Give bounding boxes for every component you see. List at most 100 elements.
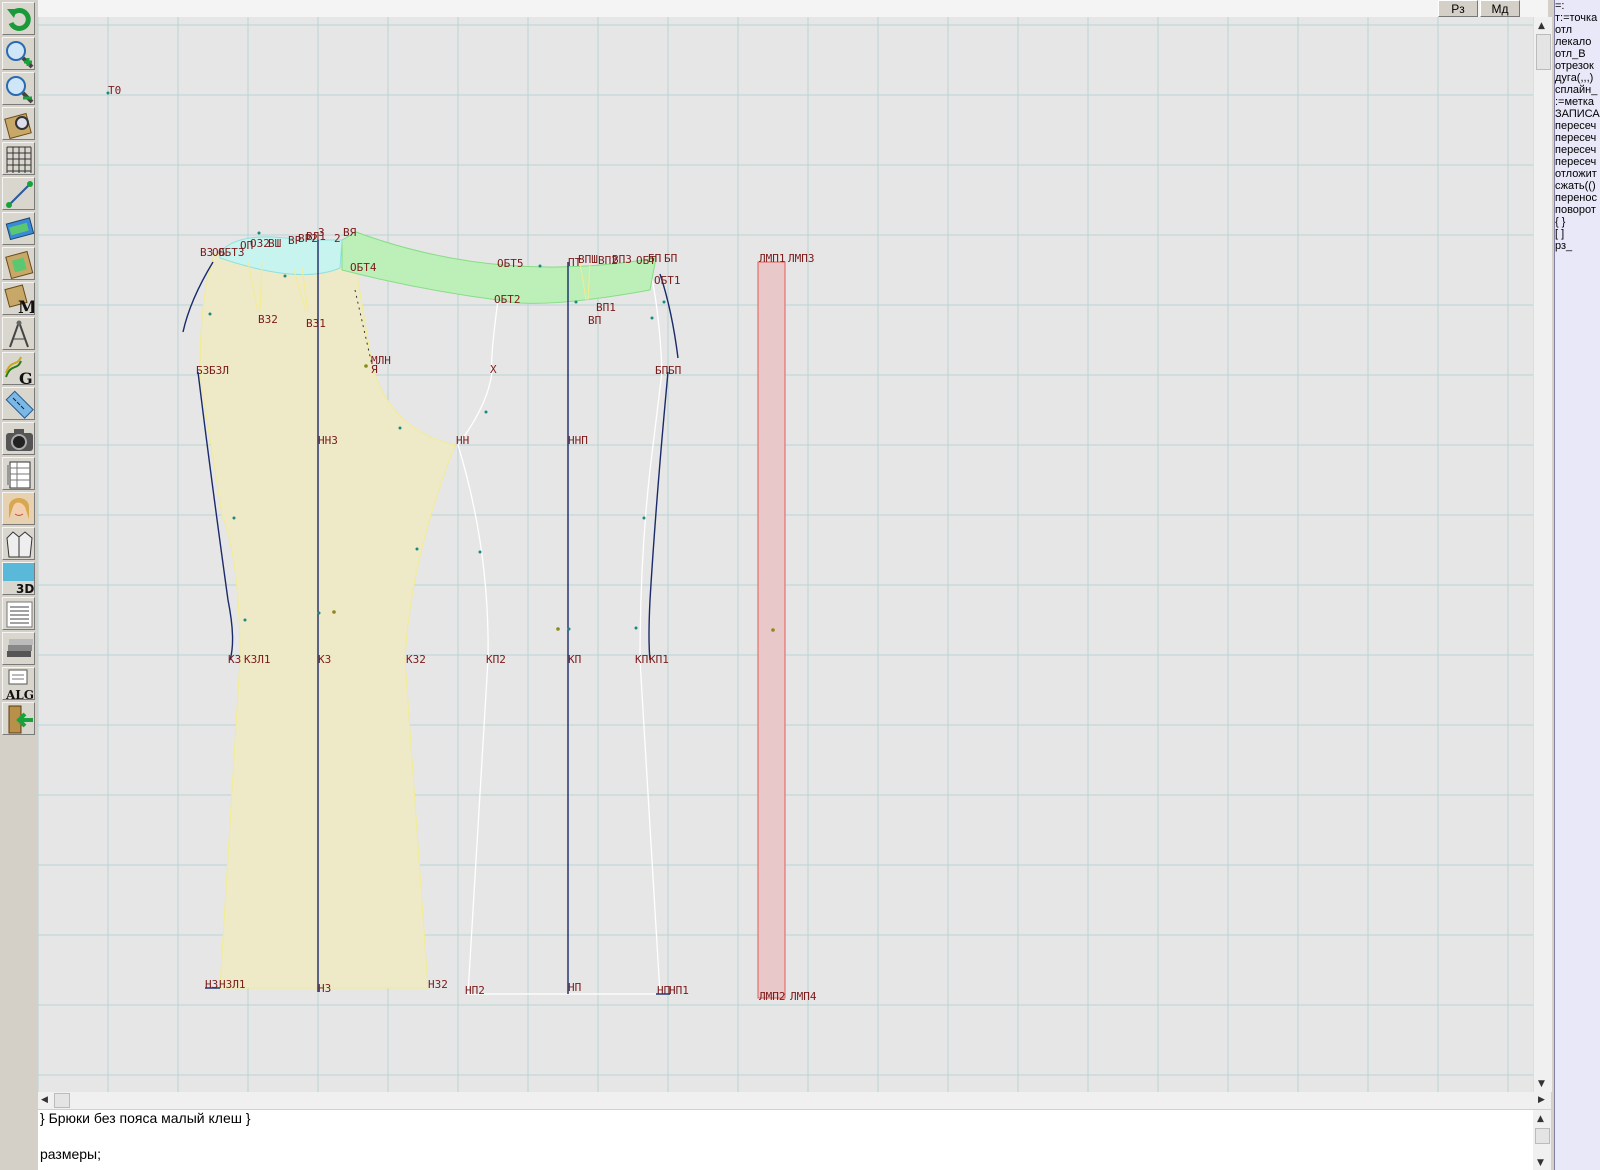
point-markers [106, 91, 666, 631]
command-item[interactable]: пересеч [1555, 156, 1597, 168]
point-label: БП [655, 364, 668, 377]
algorithm-alg-label: ALG [5, 688, 34, 700]
refresh-icon[interactable] [2, 2, 35, 35]
graduation-g-label: G [19, 369, 33, 385]
sizes-button[interactable]: Рз [1438, 0, 1478, 17]
3d-icon[interactable]: 3D [2, 562, 35, 595]
point-label: КП [568, 653, 581, 666]
point-label: НП [568, 981, 581, 994]
zoom-fit-icon[interactable] [2, 107, 35, 140]
horizontal-scroll-thumb[interactable] [54, 1093, 70, 1108]
point-label: ВП [588, 314, 601, 327]
exit-icon[interactable] [2, 702, 35, 735]
point-label: КП1 [649, 653, 669, 666]
point-label: НЗЛ1 [219, 978, 246, 991]
camera-icon[interactable] [2, 422, 35, 455]
text-area-scrollbar[interactable]: ▲ ▼ [1533, 1110, 1551, 1170]
command-item[interactable]: пересеч [1555, 120, 1597, 132]
point-label: БЗЛ [209, 364, 229, 377]
dart-lines [247, 261, 591, 313]
construction-lines [182, 240, 679, 995]
jacket-icon[interactable] [2, 527, 35, 560]
scroll-down-arrow-icon[interactable]: ▼ [1538, 1079, 1545, 1089]
toolbar: M G 3D ALG [0, 0, 38, 760]
drawing-canvas[interactable]: Т0 ВЗ2 ВЗ1 ОБТ4 ОБТ5 ОБТ2 ОБТ1 ВП1 ВП МЛН Я X БЗ БЗЛ Б… [38, 17, 1533, 1092]
layers-icon[interactable] [2, 632, 35, 665]
command-item[interactable]: лекало [1555, 36, 1592, 48]
command-item[interactable]: сжать(() [1555, 180, 1596, 192]
compass-icon[interactable] [2, 317, 35, 350]
vertical-scroll-thumb[interactable] [1536, 34, 1551, 70]
command-item[interactable]: поворот [1555, 204, 1596, 216]
point-label: ЛМП2 [759, 990, 786, 1003]
command-item[interactable]: сплайн_ [1555, 84, 1598, 96]
point-label: Я [371, 363, 378, 376]
point-label: МЛН [371, 354, 391, 367]
document-icon[interactable] [2, 597, 35, 630]
command-item[interactable]: рз_ [1555, 240, 1573, 252]
grid-icon[interactable] [2, 142, 35, 175]
point-label: КП [635, 653, 648, 666]
point-label: ОБТ3 [218, 246, 245, 259]
line-tool-icon[interactable] [2, 177, 35, 210]
command-item[interactable]: :=метка [1555, 96, 1595, 108]
point-label: НЗ [205, 978, 218, 991]
command-item[interactable]: перенос [1555, 192, 1598, 204]
command-item[interactable]: отложит [1555, 168, 1597, 180]
script-text-area[interactable]: } Брюки без пояса малый клеш } размеры; [38, 1110, 1533, 1170]
scroll-right-arrow-icon[interactable]: ▶ [1538, 1095, 1545, 1105]
command-item[interactable]: отл_В [1555, 48, 1586, 60]
scroll-left-arrow-icon[interactable]: ◀ [41, 1095, 48, 1105]
ruler-icon[interactable] [2, 387, 35, 420]
script-line-1: } Брюки без пояса малый клеш } [40, 1110, 251, 1126]
vertical-scrollbar[interactable]: ▲ ▼ [1533, 17, 1552, 1092]
point-label: КЗЛ1 [244, 653, 271, 666]
point-label: ОБТ1 [654, 274, 681, 287]
command-item[interactable]: =: [1555, 0, 1565, 12]
point-label: КП2 [486, 653, 506, 666]
text-scroll-up-arrow-icon[interactable]: ▲ [1537, 1114, 1544, 1124]
graduation-g-icon[interactable]: G [2, 352, 35, 385]
point-label: ВР [288, 234, 302, 247]
models-button[interactable]: Мд [1480, 0, 1520, 17]
command-item[interactable]: пересеч [1555, 144, 1597, 156]
point-label: НП1 [669, 984, 689, 997]
horizontal-scrollbar[interactable]: ◀ ▶ [38, 1092, 1551, 1109]
text-scroll-thumb[interactable] [1535, 1128, 1550, 1144]
command-item[interactable]: пересеч [1555, 132, 1597, 144]
zoom-out-icon[interactable] [2, 72, 35, 105]
command-item[interactable]: отл [1555, 24, 1573, 36]
point-label: БП [664, 252, 677, 265]
command-item[interactable]: дуга(,,,) [1555, 72, 1594, 84]
algorithm-alg-icon[interactable]: ALG [2, 667, 35, 700]
point-label: ВЛ1 [306, 230, 326, 243]
point-label: БЗ [196, 364, 209, 377]
command-item[interactable]: [ ] [1555, 228, 1565, 240]
pattern-blue-icon[interactable] [2, 212, 35, 245]
face-photo-icon[interactable] [2, 492, 35, 525]
point-label: ПТ [568, 256, 582, 269]
text-scroll-down-arrow-icon[interactable]: ▼ [1537, 1158, 1544, 1168]
command-item[interactable]: отрезок [1555, 60, 1594, 72]
point-label: ОБ [212, 246, 226, 259]
command-item[interactable]: т:=точка [1555, 12, 1598, 24]
pattern-green-icon[interactable] [2, 247, 35, 280]
point-label: ВЯ [343, 226, 357, 239]
point-label: ЛМП3 [788, 252, 815, 265]
point-label: НЗ [318, 982, 331, 995]
command-item[interactable]: ЗАПИСА [1555, 108, 1600, 120]
zoom-in-icon[interactable] [2, 37, 35, 70]
model-m-icon[interactable]: M [2, 282, 35, 315]
point-label: 2 [334, 232, 341, 245]
spreadsheet-icon[interactable] [2, 457, 35, 490]
point-markers-olive [332, 364, 775, 632]
point-label: ННЗ [318, 434, 338, 447]
model-m-label: M [18, 298, 35, 315]
command-palette: =: т:=точка отл лекало отл_В отрезок дуга(,,,)… [1554, 0, 1600, 1170]
point-label: НН [456, 434, 469, 447]
scroll-up-arrow-icon[interactable]: ▲ [1538, 21, 1545, 31]
command-item[interactable]: { } [1555, 216, 1566, 228]
point-label: ЛМП4 [790, 990, 817, 1003]
point-label: КЗ [228, 653, 241, 666]
